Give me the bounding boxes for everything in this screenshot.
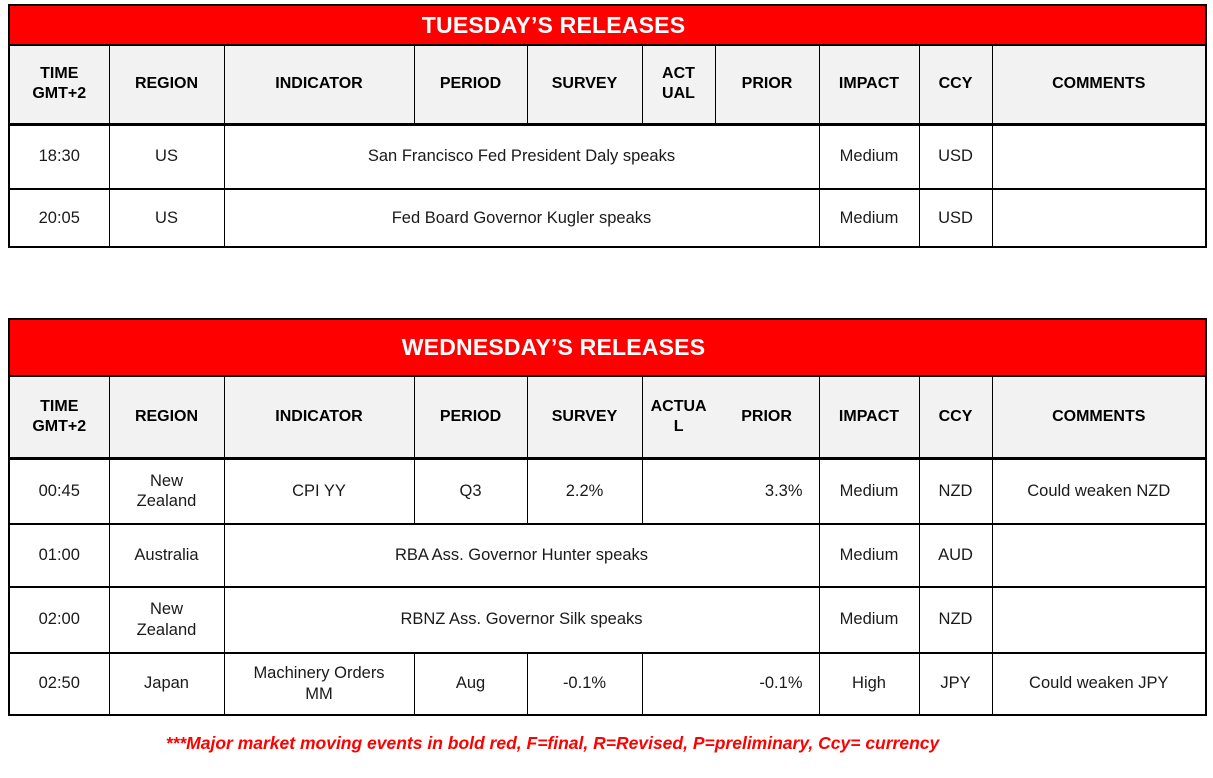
- col-header-impact: IMPACT: [818, 375, 920, 460]
- indicator-cell: Machinery Orders MM: [223, 651, 415, 716]
- tuesday-table-title: TUESDAY’S RELEASES: [8, 4, 1207, 46]
- table-row: 02:50 Japan Machinery Orders MM Aug -0.1…: [8, 651, 1207, 716]
- col-header-time: TIME GMT+2: [8, 44, 110, 126]
- comments-cell: Could weaken JPY: [991, 651, 1207, 716]
- tuesday-title-row: TUESDAY’S RELEASES: [8, 4, 1207, 46]
- wednesday-header-row: TIME GMT+2 REGION INDICATOR PERIOD SURVE…: [8, 375, 1207, 460]
- impact-cell: Medium: [818, 457, 920, 525]
- region-cell: Australia: [108, 522, 225, 588]
- impact-cell: Medium: [818, 585, 920, 654]
- col-header-time: TIME GMT+2: [8, 375, 110, 460]
- comments-cell: Could weaken NZD: [991, 457, 1207, 525]
- comments-cell: [991, 585, 1207, 654]
- col-header-prior: PRIOR: [741, 408, 792, 425]
- col-header-indicator: INDICATOR: [223, 44, 415, 126]
- comments-cell: [991, 522, 1207, 588]
- region-cell: US: [108, 123, 225, 190]
- col-header-actual: ACT UAL: [641, 44, 716, 126]
- impact-cell: Medium: [818, 188, 920, 248]
- time-cell: 02:00: [8, 585, 110, 654]
- survey-cell: -0.1%: [526, 651, 643, 716]
- footnote: ***Major market moving events in bold re…: [165, 733, 940, 753]
- time-cell: 00:45: [8, 457, 110, 525]
- survey-cell: 2.2%: [526, 457, 643, 525]
- indicator-cell: CPI YY: [223, 457, 415, 525]
- ccy-cell: NZD: [918, 585, 993, 654]
- time-cell: 18:30: [8, 123, 110, 190]
- col-header-region: REGION: [108, 44, 225, 126]
- col-header-comments: COMMENTS: [991, 44, 1207, 126]
- comments-cell: [991, 123, 1207, 190]
- region-cell: US: [108, 188, 225, 248]
- impact-cell: High: [818, 651, 920, 716]
- wednesday-releases-table: WEDNESDAY’S RELEASES TIME GMT+2 REGION I…: [8, 318, 1208, 716]
- time-cell: 01:00: [8, 522, 110, 588]
- col-header-period: PERIOD: [413, 375, 528, 460]
- col-header-survey: SURVEY: [526, 44, 643, 126]
- comments-cell: [991, 188, 1207, 248]
- ccy-cell: JPY: [918, 651, 993, 716]
- period-cell: Q3: [413, 457, 528, 525]
- col-header-impact: IMPACT: [818, 44, 920, 126]
- ccy-cell: NZD: [918, 457, 993, 525]
- table-row: 20:05 US Fed Board Governor Kugler speak…: [8, 188, 1207, 248]
- prior-cell: -0.1%: [641, 651, 820, 716]
- event-cell: Fed Board Governor Kugler speaks: [223, 188, 820, 248]
- event-cell: RBA Ass. Governor Hunter speaks: [223, 522, 820, 588]
- event-cell: San Francisco Fed President Daly speaks: [223, 123, 820, 190]
- col-header-region: REGION: [108, 375, 225, 460]
- col-header-comments: COMMENTS: [991, 375, 1207, 460]
- impact-cell: Medium: [818, 522, 920, 588]
- table-row: 01:00 Australia RBA Ass. Governor Hunter…: [8, 522, 1207, 588]
- col-header-period: PERIOD: [413, 44, 528, 126]
- ccy-cell: AUD: [918, 522, 993, 588]
- event-cell: RBNZ Ass. Governor Silk speaks: [223, 585, 820, 654]
- tuesday-header-row: TIME GMT+2 REGION INDICATOR PERIOD SURVE…: [8, 44, 1207, 126]
- table-row: 00:45 New Zealand CPI YY Q3 2.2% 3.3% Me…: [8, 457, 1207, 525]
- col-header-survey: SURVEY: [526, 375, 643, 460]
- wednesday-table-title: WEDNESDAY’S RELEASES: [8, 318, 1207, 377]
- ccy-cell: USD: [918, 188, 993, 248]
- col-header-prior: PRIOR: [714, 44, 820, 126]
- prior-cell: 3.3%: [641, 457, 820, 525]
- period-cell: Aug: [413, 651, 528, 716]
- col-header-actual: ACTUA L: [650, 398, 707, 435]
- time-cell: 20:05: [8, 188, 110, 248]
- ccy-cell: USD: [918, 123, 993, 190]
- col-header-ccy: CCY: [918, 375, 993, 460]
- col-header-ccy: CCY: [918, 44, 993, 126]
- table-row: 18:30 US San Francisco Fed President Dal…: [8, 123, 1207, 190]
- time-cell: 02:50: [8, 651, 110, 716]
- col-header-indicator: INDICATOR: [223, 375, 415, 460]
- table-row: 02:00 New Zealand RBNZ Ass. Governor Sil…: [8, 585, 1207, 654]
- tuesday-releases-table: TUESDAY’S RELEASES TIME GMT+2 REGION IND…: [8, 4, 1208, 248]
- region-cell: Japan: [108, 651, 225, 716]
- col-header-actual-prior: ACTUA L PRIOR: [641, 375, 820, 460]
- region-cell: New Zealand: [108, 457, 225, 525]
- region-cell: New Zealand: [108, 585, 225, 654]
- impact-cell: Medium: [818, 123, 920, 190]
- wednesday-title-row: WEDNESDAY’S RELEASES: [8, 318, 1207, 377]
